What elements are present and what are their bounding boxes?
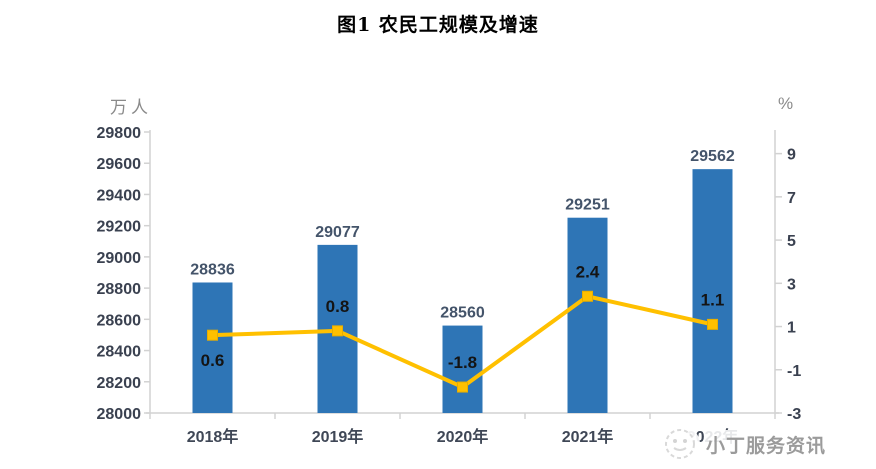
line-point-marker xyxy=(457,381,468,393)
left-axis-unit-label: 万人 xyxy=(110,98,152,117)
line-value-label: 0.8 xyxy=(326,297,350,316)
left-axis-tick-label: 28400 xyxy=(97,344,142,361)
right-axis-tick-label: -3 xyxy=(787,406,801,423)
bar xyxy=(692,169,733,413)
left-axis-tick-label: 28600 xyxy=(97,312,142,329)
x-axis-label: 2020年 xyxy=(437,427,489,446)
bar-value-label: 29562 xyxy=(690,148,735,165)
right-axis-tick-label: -1 xyxy=(787,363,801,380)
bar-value-label: 28836 xyxy=(190,261,235,278)
line-value-label: -1.8 xyxy=(448,353,477,372)
bar-value-label: 29251 xyxy=(565,197,610,214)
left-axis-tick-label: 29400 xyxy=(97,187,142,204)
right-axis-unit-label: % xyxy=(778,94,793,113)
line-value-label: 2.4 xyxy=(576,262,600,281)
left-axis-tick-label: 28800 xyxy=(97,281,142,298)
chart-title: 图1 农民工规模及增速 xyxy=(337,14,539,36)
bar xyxy=(442,325,483,413)
line-point-marker xyxy=(207,329,218,341)
line-value-label: 1.1 xyxy=(701,290,725,309)
watermark: 小丁服务资讯 xyxy=(660,423,829,465)
x-axis-label: 2018年 xyxy=(187,427,239,446)
right-axis-tick-label: 7 xyxy=(787,190,796,207)
line-point-marker xyxy=(582,290,593,302)
right-axis-tick-label: 3 xyxy=(787,276,796,293)
right-axis-tick-label: 1 xyxy=(787,320,796,337)
bar-value-label: 29077 xyxy=(315,224,360,241)
line-point-marker xyxy=(332,325,343,337)
right-axis-tick-label: 9 xyxy=(787,147,796,164)
left-axis-tick-label: 29800 xyxy=(97,125,142,142)
left-axis-tick-label: 29200 xyxy=(97,219,142,236)
line-point-marker xyxy=(707,318,718,330)
left-axis-tick-label: 28200 xyxy=(97,375,142,392)
x-axis-label: 2019年 xyxy=(312,427,364,446)
left-axis-tick-label: 29600 xyxy=(97,156,142,173)
bar xyxy=(192,282,233,413)
x-axis-label: 2021年 xyxy=(562,427,614,446)
left-axis-tick-label: 28000 xyxy=(97,406,142,423)
bar xyxy=(567,217,608,413)
watermark-logo-icon xyxy=(660,425,700,463)
right-axis-tick-label: 5 xyxy=(787,233,796,250)
left-axis-tick-label: 29000 xyxy=(97,250,142,267)
line-value-label: 0.6 xyxy=(201,351,225,370)
bar-value-label: 28560 xyxy=(440,305,485,322)
watermark-text: 小丁服务资讯 xyxy=(704,429,829,459)
